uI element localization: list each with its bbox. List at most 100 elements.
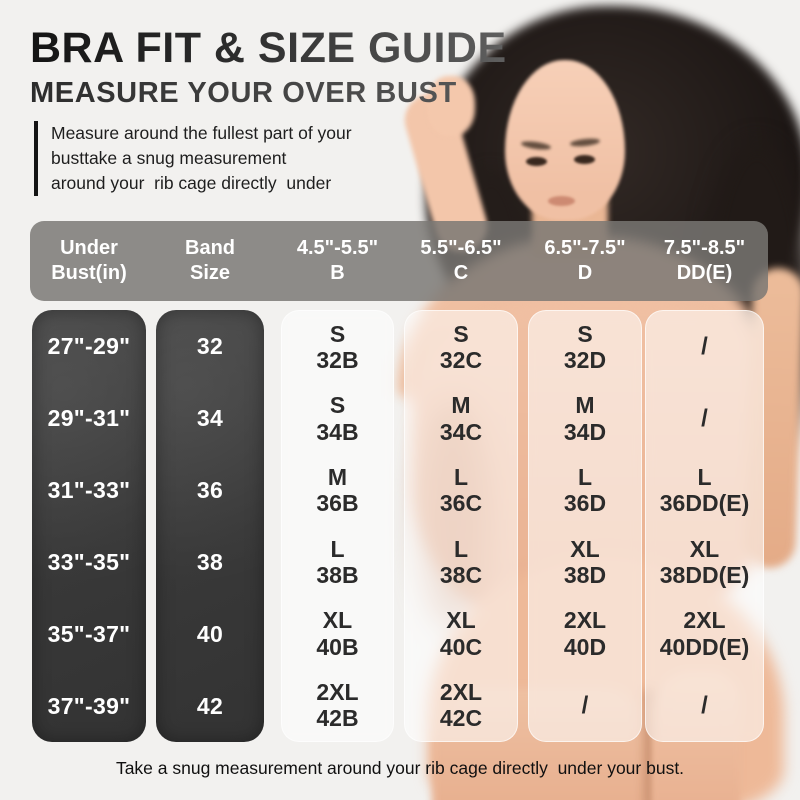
- header-line: D: [577, 262, 593, 284]
- band-size-cell: 40: [196, 620, 224, 647]
- cup-size-line: 38D: [563, 561, 607, 588]
- cup-size-cell: M 34C: [405, 383, 517, 455]
- cup-size-line: S: [329, 320, 346, 347]
- cup-size-line: 40B: [316, 633, 359, 660]
- header-line: Band: [185, 237, 235, 259]
- header-line: B: [330, 262, 345, 284]
- cup-size-cell: XL 40C: [405, 598, 517, 670]
- cup-size-cell: /: [529, 669, 641, 741]
- band-size-cell: 36: [196, 476, 224, 503]
- column-cup-c: S 32C M 34C L 36C L 38C XL 40C 2XL 42C: [404, 310, 518, 742]
- header-line: Size: [189, 262, 231, 284]
- under-bust-cell: 37"-39": [47, 692, 131, 719]
- cup-size-line: S: [329, 392, 346, 419]
- cup-size-line: M: [575, 392, 595, 419]
- cup-size-cell: /: [646, 311, 763, 383]
- instruction-line: busttake a snug measurement: [51, 147, 287, 168]
- cup-size-cell: /: [646, 669, 763, 741]
- cup-size-cell: XL 40B: [282, 598, 393, 670]
- cup-size-line: 38C: [439, 561, 483, 588]
- cup-size-line: 34C: [439, 418, 483, 445]
- band-size-cell: 34: [196, 404, 224, 431]
- no-size-slash: /: [581, 691, 589, 719]
- cup-size-cell: /: [646, 383, 763, 455]
- footer-caption: Take a snug measurement around your rib …: [115, 758, 685, 778]
- cup-size-line: 36B: [316, 490, 359, 517]
- cup-size-line: L: [330, 535, 345, 562]
- cup-size-line: L: [453, 535, 469, 562]
- header-line: Under: [60, 237, 118, 259]
- header-band-size: Band Size: [156, 221, 264, 301]
- cup-size-line: S: [577, 320, 593, 347]
- measure-instructions: Measure around the fullest part of your …: [34, 121, 352, 196]
- under-bust-cell: 33"-35": [47, 548, 131, 575]
- header-line: 5.5"-6.5": [420, 237, 502, 259]
- cup-size-line: L: [697, 463, 712, 490]
- cup-size-line: 42B: [316, 705, 359, 732]
- band-size-cell: 42: [196, 692, 224, 719]
- under-bust-cell: 31"-33": [47, 476, 131, 503]
- cup-size-cell: 2XL 40DD(E): [646, 598, 763, 670]
- cup-size-line: 40DD(E): [659, 633, 750, 660]
- header-under-bust: Under Bust(in): [32, 221, 146, 301]
- cup-size-cell: S 32D: [529, 311, 641, 383]
- no-size-slash: /: [701, 333, 708, 361]
- table-header-bar: Under Bust(in) Band Size 4.5"-5.5" B 5.5…: [30, 221, 768, 301]
- header-cup-b: 4.5"-5.5" B: [281, 221, 394, 301]
- no-size-slash: /: [701, 404, 708, 432]
- page-title: BRA FIT & SIZE GUIDE: [30, 24, 507, 72]
- header-cup-d: 6.5"-7.5" D: [528, 221, 642, 301]
- cup-size-cell: L 36C: [405, 454, 517, 526]
- header-cup-c: 5.5"-6.5" C: [404, 221, 518, 301]
- cup-size-line: S: [453, 320, 469, 347]
- column-band-size: 32 34 36 38 40 42: [156, 310, 264, 742]
- cup-size-line: M: [451, 392, 471, 419]
- cup-size-line: 40D: [563, 633, 607, 660]
- cup-size-line: L: [453, 463, 469, 490]
- cup-size-line: 40C: [439, 633, 483, 660]
- column-cup-d: S 32D M 34D L 36D XL 38D 2XL 40D /: [528, 310, 642, 742]
- band-size-cell: 32: [196, 332, 224, 359]
- header-cup-dde: 7.5"-8.5" DD(E): [645, 221, 764, 301]
- instruction-line: around your rib cage directly under: [51, 172, 332, 193]
- page-subtitle: MEASURE YOUR OVER BUST: [30, 77, 457, 109]
- cup-size-line: 32B: [316, 346, 359, 373]
- column-cup-dde: / / L 36DD(E) XL 38DD(E) 2XL 40DD(E) /: [645, 310, 764, 742]
- instruction-line: Measure around the fullest part of your: [51, 123, 352, 143]
- cup-size-line: 38DD(E): [659, 561, 750, 588]
- cup-size-line: XL: [570, 535, 600, 562]
- header-line: 4.5"-5.5": [296, 237, 379, 259]
- cup-size-cell: M 34D: [529, 383, 641, 455]
- header-line: 7.5"-8.5": [663, 237, 746, 259]
- no-size-slash: /: [701, 691, 708, 719]
- under-bust-cell: 27"-29": [47, 332, 131, 359]
- model-lips: [548, 196, 575, 206]
- cup-size-line: 2XL: [439, 678, 483, 705]
- cup-size-line: 38B: [316, 561, 359, 588]
- cup-size-line: 32C: [439, 346, 483, 373]
- model-eye: [526, 157, 547, 166]
- model-face: [505, 60, 625, 220]
- cup-size-line: 32D: [563, 346, 607, 373]
- cup-size-cell: L 36D: [529, 454, 641, 526]
- cup-size-line: 36DD(E): [659, 490, 750, 517]
- cup-size-line: 34D: [563, 418, 607, 445]
- cup-size-line: XL: [446, 607, 476, 634]
- cup-size-line: 34B: [316, 418, 359, 445]
- cup-size-cell: 2XL 40D: [529, 598, 641, 670]
- cup-size-cell: S 32B: [282, 311, 393, 383]
- header-line: C: [453, 262, 469, 284]
- cup-size-line: L: [577, 463, 593, 490]
- cup-size-line: 36C: [439, 490, 483, 517]
- cup-size-cell: M 36B: [282, 454, 393, 526]
- cup-size-cell: L 38B: [282, 526, 393, 598]
- cup-size-line: XL: [322, 607, 353, 634]
- cup-size-cell: L 38C: [405, 526, 517, 598]
- column-under-bust: 27"-29" 29"-31" 31"-33" 33"-35" 35"-37" 37"-3…: [32, 310, 146, 742]
- band-size-cell: 38: [196, 548, 224, 575]
- cup-size-cell: S 32C: [405, 311, 517, 383]
- cup-size-line: XL: [689, 535, 720, 562]
- cup-size-line: 2XL: [683, 607, 726, 634]
- header-line: 6.5"-7.5": [544, 237, 626, 259]
